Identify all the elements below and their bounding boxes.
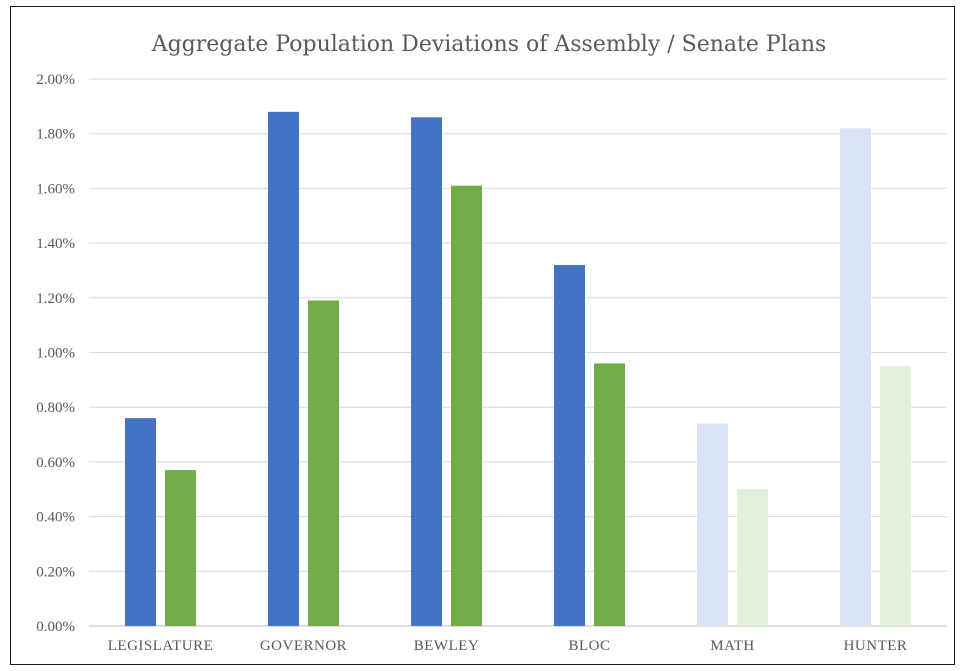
y-tick-label: 0.60% (36, 455, 75, 471)
bar-bloc-series-2 (594, 363, 625, 626)
y-tick-label: 1.20% (36, 291, 75, 307)
y-tick-label: 1.60% (36, 181, 75, 197)
y-axis-tick-labels: 0.00% 0.20% 0.40% 0.60% 0.80% 1.00% 1.20% 1.40%… (36, 72, 75, 635)
y-tick-label: 0.80% (36, 400, 75, 416)
bar-legislature-series-2 (165, 470, 196, 626)
bar-math-series-2 (737, 489, 768, 626)
chart-title: Aggregate Population Deviations of Assem… (151, 32, 827, 57)
x-category-label: BEWLEY (414, 638, 479, 654)
bar-bewley-series-1 (411, 117, 442, 626)
bars (125, 111, 911, 627)
x-category-label: GOVERNOR (260, 638, 347, 654)
y-tick-label: 2.00% (36, 72, 75, 88)
bar-governor-series-1 (268, 111, 299, 626)
bar-bloc-series-1 (554, 264, 585, 626)
bar-chart: Aggregate Population Deviations of Assem… (36, 32, 947, 654)
x-category-label: HUNTER (844, 638, 908, 654)
y-tick-label: 0.20% (36, 564, 75, 580)
gridlines (89, 78, 947, 627)
chart-frame: Aggregate Population Deviations of Assem… (10, 6, 955, 665)
x-axis-category-labels: LEGISLATURE GOVERNOR BEWLEY BLOC MATH HUNTER (108, 638, 908, 654)
y-tick-label: 0.40% (36, 510, 75, 526)
bar-governor-series-2 (308, 300, 339, 626)
bar-hunter-series-2 (880, 366, 911, 626)
y-tick-label: 1.00% (36, 346, 75, 362)
x-category-label: BLOC (568, 638, 610, 654)
bar-math-series-1 (697, 423, 728, 626)
x-category-label: MATH (710, 638, 755, 654)
bar-legislature-series-1 (125, 418, 156, 626)
y-tick-label: 1.80% (36, 127, 75, 143)
bar-hunter-series-1 (840, 128, 871, 626)
bar-bewley-series-2 (451, 185, 482, 627)
y-tick-label: 0.00% (36, 619, 75, 635)
x-category-label: LEGISLATURE (108, 638, 214, 654)
y-tick-label: 1.40% (36, 236, 75, 252)
